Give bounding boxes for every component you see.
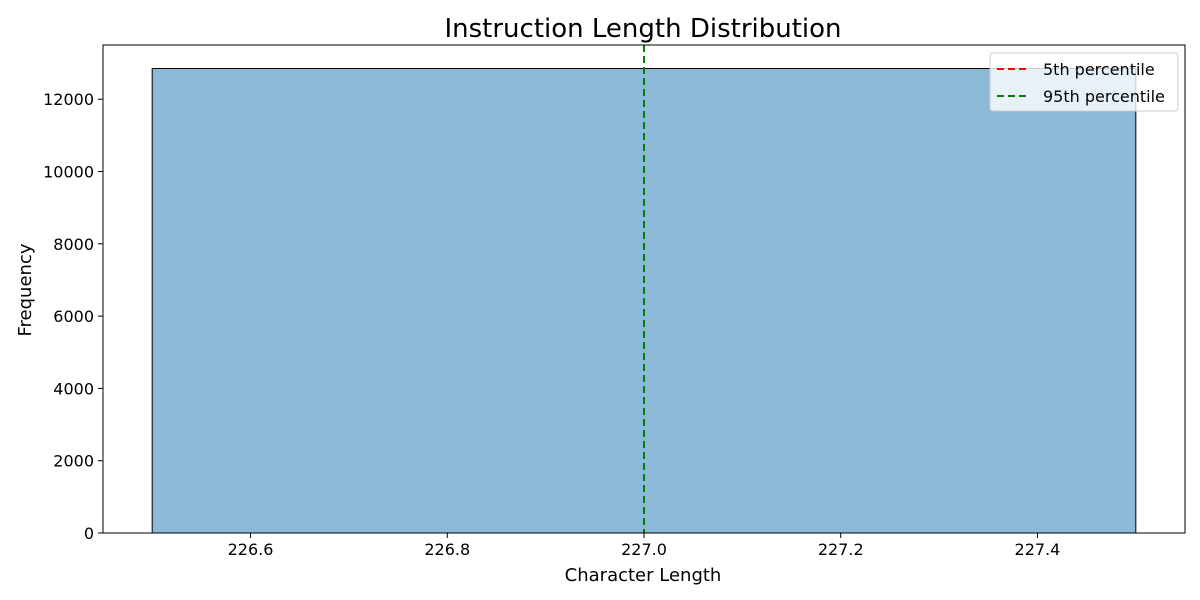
x-axis-title: Character Length <box>565 565 722 586</box>
legend-label: 95th percentile <box>1043 87 1165 106</box>
chart-title: Instruction Length Distribution <box>444 14 841 44</box>
x-tick-label: 226.8 <box>424 540 470 559</box>
y-tick-label: 10000 <box>43 163 94 182</box>
x-tick-label: 227.4 <box>1015 540 1061 559</box>
legend-label: 5th percentile <box>1043 60 1155 79</box>
y-tick-label: 8000 <box>53 235 94 254</box>
x-tick-label: 226.6 <box>228 540 274 559</box>
x-tick-label: 227.2 <box>818 540 864 559</box>
y-tick-label: 2000 <box>53 452 94 471</box>
legend: 5th percentile 95th percentile <box>989 52 1179 112</box>
y-axis-title: Frequency <box>15 243 36 336</box>
y-tick-label: 12000 <box>43 90 94 109</box>
x-tick-label: 227.0 <box>621 540 667 559</box>
y-tick-label: 6000 <box>53 307 94 326</box>
x-axis-ticks: 226.6 226.8 227.0 227.2 227.4 <box>228 533 1061 559</box>
y-axis-ticks: 0 2000 4000 6000 8000 10000 12000 <box>43 90 103 543</box>
y-tick-label: 0 <box>84 524 94 543</box>
y-tick-label: 4000 <box>53 379 94 398</box>
legend-box <box>989 52 1179 112</box>
